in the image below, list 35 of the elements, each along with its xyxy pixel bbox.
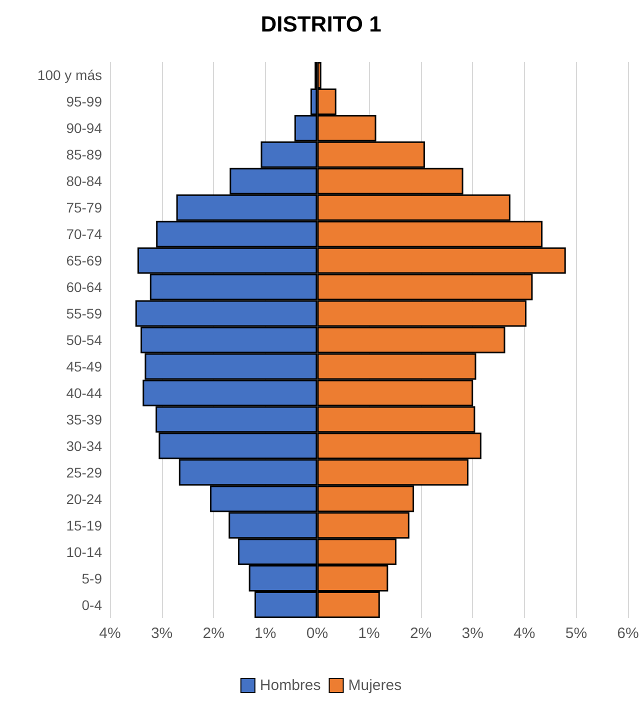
y-tick-label: 45-49 (66, 358, 102, 374)
y-tick-label: 90-94 (66, 120, 102, 136)
x-tick-label: 6% (617, 625, 639, 642)
y-tick-label: 85-89 (66, 146, 102, 163)
y-tick-label: 60-64 (66, 279, 102, 296)
y-tick-label: 10-14 (66, 544, 102, 560)
y-tick-label: 100 y más (37, 67, 102, 84)
y-tick-label: 80-84 (66, 173, 102, 190)
chart-title: DISTRITO 1 (260, 12, 382, 36)
y-tick-label: 25-29 (66, 464, 102, 480)
y-tick-label: 70-74 (66, 226, 102, 242)
y-tick-label: 65-69 (66, 252, 102, 269)
y-tick-label: 20-24 (66, 490, 102, 507)
legend-label: Hombres (260, 677, 321, 694)
y-tick-label: 5-9 (82, 570, 102, 586)
x-tick-label: 1% (358, 625, 380, 642)
y-tick-label: 75-79 (66, 200, 102, 216)
x-tick-label: 4% (514, 625, 536, 642)
x-tick-label: 3% (150, 625, 173, 642)
y-tick-label: 40-44 (66, 384, 102, 401)
legend-label: Mujeres (348, 677, 402, 694)
x-tick-label: 2% (202, 625, 224, 642)
x-tick-label: 0% (306, 625, 328, 642)
y-tick-label: 50-54 (66, 332, 102, 348)
x-tick-label: 4% (99, 625, 121, 642)
y-tick-label: 55-59 (66, 306, 102, 322)
x-tick-label: 1% (254, 625, 276, 642)
y-tick-label: 30-34 (66, 438, 102, 454)
y-tick-label: 95-99 (66, 94, 102, 110)
x-tick-label: 5% (565, 625, 588, 642)
x-tick-label: 3% (462, 625, 484, 642)
y-tick-label: 35-39 (66, 411, 102, 428)
x-tick-label: 2% (410, 625, 432, 642)
y-tick-label: 0-4 (82, 596, 102, 613)
y-tick-label: 15-19 (66, 517, 102, 534)
